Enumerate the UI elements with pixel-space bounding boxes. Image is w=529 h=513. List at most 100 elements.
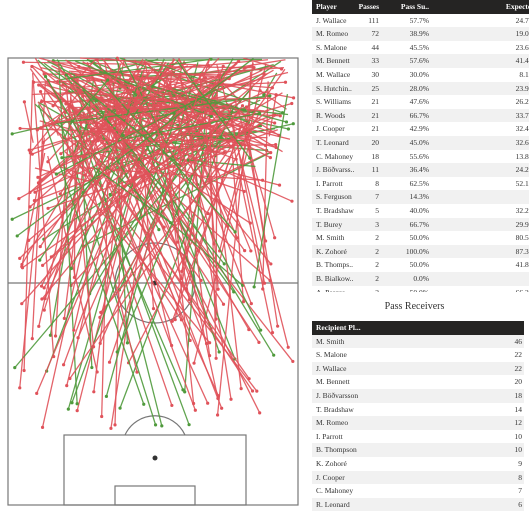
table-cell: 0.0%	[413, 274, 429, 283]
pass-end	[151, 306, 156, 311]
column-header[interactable]: Expecte..	[505, 2, 529, 11]
pass-end	[13, 366, 17, 370]
column-header[interactable]: Recipient Pl...	[316, 323, 361, 332]
table-cell: 33	[371, 56, 380, 66]
pass-end	[20, 302, 24, 306]
pass-end	[187, 423, 191, 427]
pass-line	[19, 137, 45, 388]
header-row: Player Passes Pass Su.. Expecte..	[312, 0, 529, 14]
column-header[interactable]: Passes	[358, 2, 379, 11]
pass-line	[65, 85, 95, 347]
table-cell: S. Hutchin..	[316, 83, 352, 93]
table-cell: 66.7%	[409, 219, 429, 229]
pass-end	[99, 131, 103, 135]
table-cell: T. Leonard	[316, 138, 349, 147]
table-cell: 20	[514, 377, 523, 387]
pass-end	[165, 67, 170, 72]
table-cell: I. Parrott	[316, 431, 343, 441]
table-cell: M. Wallace	[316, 70, 351, 79]
pass-end	[247, 377, 251, 381]
table-cell: 32.4%	[515, 124, 529, 134]
table-cell: 55.6%	[409, 151, 429, 161]
pass-line	[108, 58, 211, 363]
table-row: B. Bialkow.. 2 0.0%	[312, 272, 529, 286]
pass-line	[143, 59, 190, 300]
table-cell: 30.0%	[409, 70, 429, 79]
pass-line	[44, 70, 150, 299]
column-header[interactable]: Pass Su..	[400, 2, 429, 11]
pass-end	[32, 80, 36, 84]
pass-end	[222, 262, 226, 266]
pass-end	[69, 266, 74, 271]
pass-end	[10, 217, 14, 221]
pass-end	[188, 338, 192, 343]
table-cell: J. Cooper	[316, 472, 345, 482]
pass-end	[38, 258, 42, 262]
pass-end	[30, 337, 34, 341]
pass-end	[160, 424, 164, 428]
pass-end	[250, 389, 255, 393]
pass-end	[28, 151, 32, 155]
pass-end	[134, 175, 138, 179]
pass-end	[249, 249, 253, 253]
pass-end	[269, 151, 273, 155]
pass-end	[65, 384, 69, 388]
pass-line	[212, 109, 283, 153]
pass-line	[93, 84, 133, 392]
pass-end	[268, 278, 272, 283]
table-row: C. Mahoney 7	[312, 484, 524, 498]
pass-end	[20, 266, 25, 270]
pass-end	[247, 327, 251, 332]
pass-end	[109, 426, 113, 430]
table-row: S. Williams 21 47.6% 26.2%	[312, 95, 529, 109]
table-row: T. Bradshaw 14	[312, 403, 524, 417]
pass-end	[118, 406, 122, 410]
pass-end	[115, 350, 119, 354]
pass-line	[229, 131, 274, 333]
pass-end	[35, 128, 39, 132]
pass-line	[38, 63, 197, 184]
pass-map	[7, 56, 299, 506]
pass-end	[229, 397, 233, 401]
table-cell: B. Bialkow..	[316, 274, 354, 283]
pass-end	[170, 319, 174, 323]
pass-end	[75, 409, 79, 413]
table-row: M. Romeo 12	[312, 416, 524, 430]
pass-end	[121, 133, 125, 138]
pass-line	[92, 165, 171, 224]
pass-end	[58, 192, 62, 196]
pass-line	[188, 159, 256, 168]
pass-end	[157, 228, 161, 232]
pass-end	[143, 131, 147, 135]
table-cell: T. Burey	[316, 219, 343, 229]
pass-end	[59, 152, 63, 156]
pass-line	[60, 58, 212, 81]
pass-end	[277, 183, 282, 187]
pass-end	[208, 341, 212, 345]
pass-end	[234, 157, 238, 161]
pass-end	[62, 316, 66, 320]
pass-end	[36, 175, 40, 179]
pass-line	[95, 103, 99, 141]
pass-end	[221, 64, 225, 68]
pass-end	[18, 256, 22, 260]
pass-end	[284, 120, 289, 124]
pass-end	[244, 105, 249, 109]
pass-end	[239, 387, 243, 391]
pass-end	[48, 333, 53, 337]
pass-line	[39, 61, 167, 247]
column-header[interactable]: Player	[316, 2, 337, 11]
receivers-table: Recipient Pl... M. Smith 46 S. Malone 22 J. W…	[312, 321, 524, 513]
pass-end	[268, 94, 272, 98]
pass-end	[70, 401, 74, 405]
pass-end	[53, 334, 58, 338]
table-cell: C. Mahoney	[316, 486, 354, 496]
table-row: J. Wallace 22	[312, 361, 524, 376]
table-cell: 36.4%	[409, 165, 429, 175]
pass-line	[83, 111, 196, 411]
pass-end	[290, 101, 294, 106]
pass-line	[47, 155, 98, 373]
table-cell: 57.7%	[409, 15, 429, 25]
pass-end	[42, 308, 46, 312]
